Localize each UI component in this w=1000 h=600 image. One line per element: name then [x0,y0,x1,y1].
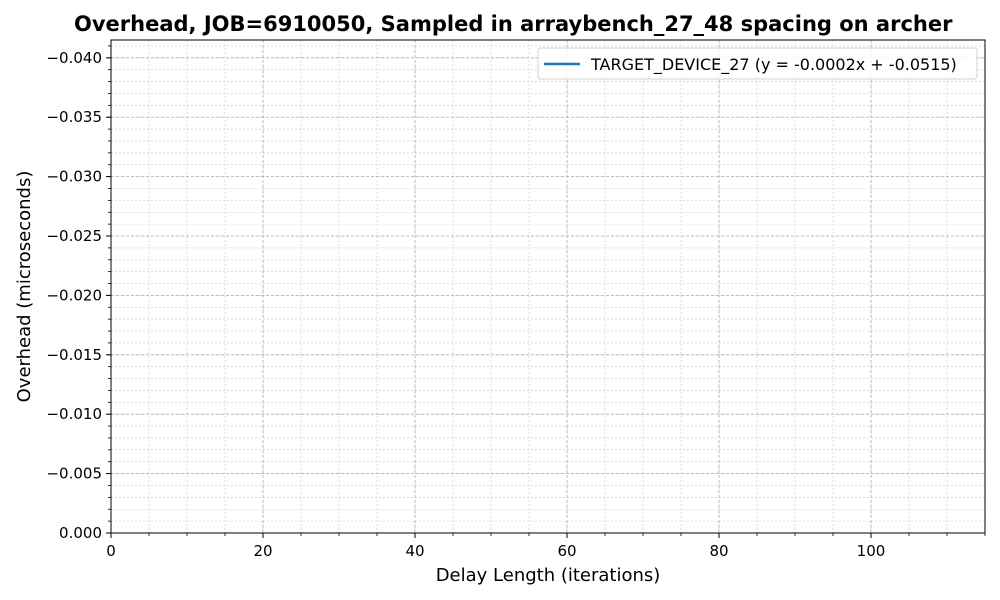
x-tick-label: 60 [557,542,576,560]
y-tick-label: −0.030 [46,168,102,186]
y-tick-label: −0.005 [46,465,102,483]
minor-grid [110,40,986,534]
x-tick-label: 80 [709,542,728,560]
y-tick-label: −0.015 [46,346,102,364]
y-tick-label: −0.040 [46,49,102,67]
x-tick-label: 0 [106,542,116,560]
y-tick-label: −0.020 [46,286,102,304]
y-tick-label: −0.025 [46,227,102,245]
plot-frame [110,39,986,534]
y-tick-label: −0.035 [46,108,102,126]
legend: TARGET_DEVICE_27 (y = -0.0002x + -0.0515… [537,47,978,80]
major-grid [110,40,985,534]
x-tick-label: 100 [857,542,886,560]
legend-entry: TARGET_DEVICE_27 (y = -0.0002x + -0.0515… [590,55,957,75]
legend-box [537,47,978,80]
y-tick-label: −0.010 [46,405,102,423]
x-tick-label: 20 [253,542,272,560]
chart-title: Overhead, JOB=6910050, Sampled in arrayb… [74,12,953,36]
y-axis-ticks: 0.000 −0.005 −0.010 −0.015 −0.020 −0.025 −0.03… [46,45,111,542]
x-tick-label: 40 [405,542,424,560]
y-axis-label: Overhead (microseconds) [14,171,35,403]
x-axis-ticks: 0 20 40 60 80 100 [106,533,986,560]
y-tick-label: 0.000 [59,524,102,542]
x-axis-label: Delay Length (iterations) [436,565,661,586]
